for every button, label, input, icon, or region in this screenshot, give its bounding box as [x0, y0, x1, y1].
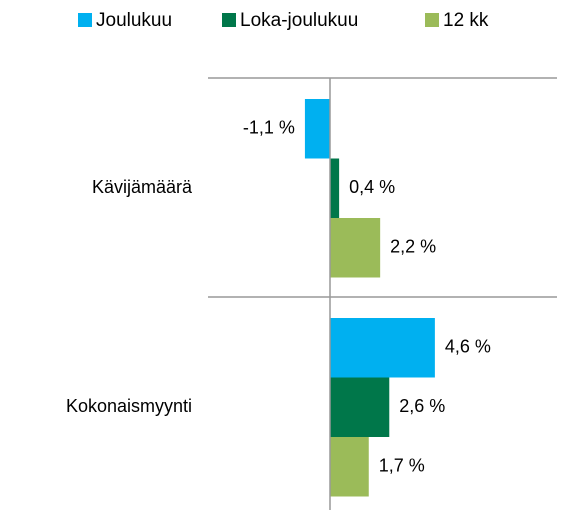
bar — [330, 158, 340, 218]
data-label: -1,1 % — [243, 118, 295, 138]
data-label: 2,6 % — [399, 396, 445, 416]
bar — [330, 318, 435, 378]
data-label: 0,4 % — [349, 177, 395, 197]
data-label: 4,6 % — [445, 337, 491, 357]
category-label: Kokonaismyynti — [66, 396, 192, 416]
bar — [330, 218, 381, 278]
bar — [304, 99, 330, 159]
data-label: 1,7 % — [379, 456, 425, 476]
legend-label: 12 kk — [443, 10, 489, 31]
legend-swatch — [78, 13, 92, 27]
category-label: Kävijämäärä — [92, 177, 193, 197]
legend-label: Loka-joulukuu — [240, 10, 358, 31]
data-label: 2,2 % — [390, 237, 436, 257]
bar — [330, 437, 369, 497]
legend-label: Joulukuu — [96, 10, 172, 31]
legend-swatch — [425, 13, 439, 27]
legend: Joulukuu Loka-joulukuu 12 kk — [78, 10, 489, 31]
bar — [330, 377, 390, 437]
legend-swatch — [222, 13, 236, 27]
